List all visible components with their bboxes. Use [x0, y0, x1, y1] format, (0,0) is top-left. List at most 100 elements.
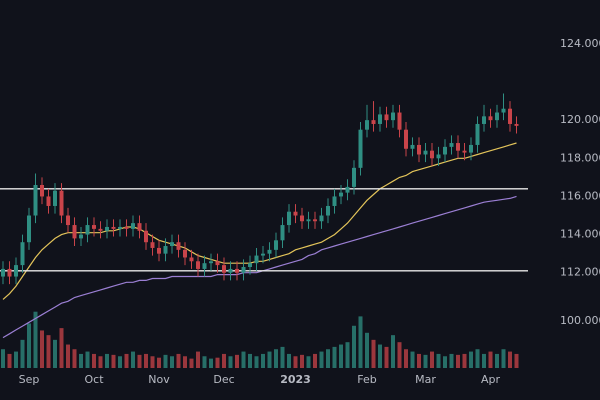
candle-body — [306, 219, 311, 222]
candle-body — [449, 143, 454, 147]
candle-body — [79, 234, 83, 239]
candle-body — [14, 265, 18, 277]
candle-body — [85, 225, 90, 235]
candle-body — [33, 185, 38, 216]
candle-body — [183, 249, 187, 258]
volume-bar — [235, 354, 239, 368]
candle-body — [163, 246, 168, 254]
candle-body — [339, 192, 343, 197]
x-tick-label: Apr — [481, 373, 501, 386]
volume-bar — [46, 335, 51, 368]
volume-bar — [228, 356, 233, 368]
volume-bar — [371, 339, 376, 368]
candle-body — [228, 268, 233, 273]
candle-body — [170, 242, 174, 247]
candle-body — [222, 265, 226, 273]
volume-bar — [495, 353, 499, 368]
candle-body — [46, 196, 51, 206]
volume-bar — [1, 349, 5, 368]
y-tick-label: 118.000 — [560, 151, 600, 164]
candle-body — [59, 190, 64, 216]
volume-bar — [449, 353, 454, 368]
volume-bar — [417, 353, 421, 368]
volume-bar — [410, 351, 415, 368]
volume-bar — [319, 351, 324, 368]
candle-body — [482, 116, 486, 124]
volume-bar — [365, 332, 369, 368]
candle-body — [254, 255, 259, 264]
candle-body — [111, 226, 116, 229]
candle-body — [144, 230, 148, 243]
candle-body — [124, 226, 129, 229]
candle-body — [118, 226, 122, 229]
volume-bar — [209, 358, 213, 368]
volume-bar — [313, 353, 317, 368]
candle-body — [404, 129, 408, 149]
volume-bar — [53, 339, 57, 368]
volume-bar — [339, 344, 343, 368]
volume-bar — [345, 342, 350, 368]
volume-bar — [423, 354, 428, 368]
volume-bar — [137, 354, 142, 368]
volume-bar — [72, 349, 77, 368]
candle-body — [209, 261, 213, 264]
candle-body — [98, 228, 103, 231]
x-tick-label: Sep — [19, 373, 40, 386]
volume-bar — [391, 335, 395, 368]
candle-body — [72, 225, 77, 239]
volume-bar — [170, 356, 174, 368]
candle-body — [391, 112, 395, 121]
volume-bar — [66, 344, 70, 368]
volume-bar — [332, 346, 337, 368]
candle-body — [397, 112, 402, 130]
volume-bar — [384, 346, 389, 368]
candle-body — [137, 223, 142, 231]
volume-bar — [254, 356, 259, 368]
candle-body — [27, 215, 31, 243]
candle-body — [332, 196, 337, 206]
volume-bar — [456, 354, 460, 368]
candle-body — [274, 240, 278, 250]
candle-body — [456, 143, 460, 151]
volume-bar — [469, 351, 473, 368]
volume-bar — [436, 353, 441, 368]
volume-bar — [118, 356, 122, 368]
x-tick-label: Dec — [213, 373, 234, 386]
candle-body — [20, 242, 25, 266]
volume-bar — [85, 351, 90, 368]
y-tick-label: 112.000 — [560, 266, 600, 279]
x-tick-label: Nov — [148, 373, 170, 386]
candle-body — [235, 268, 239, 273]
candle-body — [319, 215, 324, 222]
y2-tick-label: 100.000 — [560, 314, 600, 327]
y-tick-label: 116.000 — [560, 189, 600, 202]
candle-body — [176, 242, 181, 250]
volume-bar — [183, 356, 187, 368]
y-tick-label: 114.000 — [560, 228, 600, 241]
candle-body — [215, 261, 220, 266]
volume-bar — [124, 353, 129, 368]
candle-body — [495, 112, 499, 121]
candle-body — [202, 263, 207, 269]
volume-bar — [443, 356, 447, 368]
volume-bar — [514, 353, 519, 368]
volume-bar — [105, 353, 109, 368]
candle-body — [105, 226, 109, 231]
volume-bar — [176, 353, 181, 368]
volume-bar — [33, 311, 38, 368]
candle-body — [150, 242, 155, 248]
candle-body — [378, 114, 382, 124]
volume-bar — [274, 349, 278, 368]
candle-body — [40, 185, 44, 197]
candle-body — [462, 150, 467, 153]
volume-bar — [300, 354, 304, 368]
candle-body — [196, 261, 200, 269]
candle-body — [417, 144, 421, 155]
candle-body — [131, 223, 135, 229]
volume-bar — [287, 353, 291, 368]
x-tick-label: Feb — [357, 373, 376, 386]
volume-bar — [404, 349, 408, 368]
candle-body — [352, 167, 356, 187]
volume-bar — [261, 353, 265, 368]
volume-bar — [7, 353, 12, 368]
